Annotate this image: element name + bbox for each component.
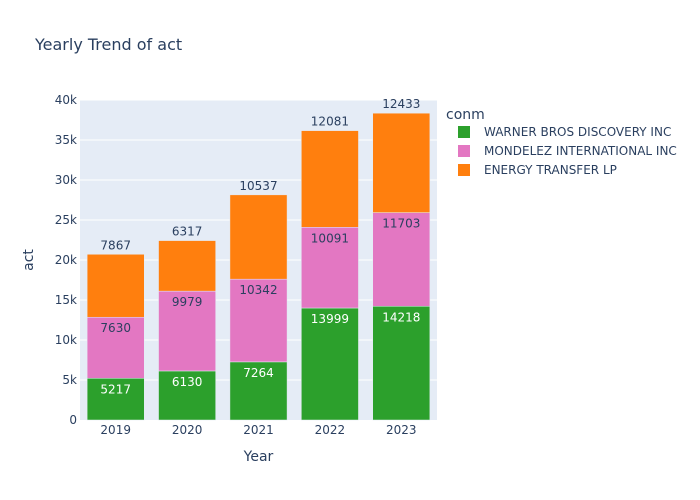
x-axis-title: Year bbox=[243, 449, 274, 465]
legend: conm WARNER BROS DISCOVERY INC MONDELEZ I… bbox=[446, 107, 677, 177]
chart-title: Yearly Trend of act bbox=[34, 35, 182, 54]
y-tick-label: 5k bbox=[62, 373, 77, 387]
y-tick-label: 25k bbox=[55, 213, 77, 227]
y-tick-label: 0 bbox=[69, 413, 77, 427]
data-label-2022-s0: 13999 bbox=[311, 312, 349, 326]
data-label-2021-s2: 10537 bbox=[239, 179, 277, 193]
bar-2019-s0 bbox=[86, 378, 145, 421]
y-tick-label: 20k bbox=[55, 253, 77, 267]
bar-2021-s1 bbox=[229, 278, 288, 363]
legend-swatch bbox=[458, 164, 470, 176]
data-label-2019-s0: 5217 bbox=[100, 382, 131, 396]
bar-2022-s1 bbox=[301, 227, 359, 309]
legend-entry: WARNER BROS DISCOVERY INC bbox=[484, 125, 671, 139]
data-label-2019-s2: 7867 bbox=[100, 238, 131, 252]
x-axis: 2019 2020 2021 2022 2023 bbox=[100, 423, 416, 437]
data-label-2019-s1: 7630 bbox=[100, 321, 131, 335]
y-tick-label: 10k bbox=[55, 333, 77, 347]
data-label-2022-s2: 12081 bbox=[311, 115, 349, 129]
bar-2020-s2 bbox=[158, 240, 216, 292]
x-tick-label: 2019 bbox=[100, 423, 131, 437]
bar-2019-s1 bbox=[86, 316, 145, 379]
bar-2019-s2 bbox=[86, 254, 145, 318]
x-tick-label: 2020 bbox=[172, 423, 203, 437]
legend-entry: MONDELEZ INTERNATIONAL INC bbox=[484, 144, 677, 158]
bar-2023-s1 bbox=[372, 212, 431, 307]
legend-swatch bbox=[458, 126, 470, 138]
data-label-2022-s1: 10091 bbox=[311, 231, 349, 245]
bar-2022-s0 bbox=[301, 307, 359, 421]
y-tick-label: 30k bbox=[55, 173, 77, 187]
data-label-2020-s1: 9979 bbox=[172, 295, 203, 309]
bar-2020-s0 bbox=[158, 370, 216, 421]
legend-title: conm bbox=[446, 107, 485, 123]
y-tick-label: 35k bbox=[55, 133, 77, 147]
y-tick-label: 40k bbox=[55, 93, 77, 107]
y-tick-label: 15k bbox=[55, 293, 77, 307]
data-label-2020-s0: 6130 bbox=[172, 375, 203, 389]
bar-2020-s1 bbox=[158, 290, 216, 372]
data-labels: 5217 7630 7867 6130 9979 6317 7264 10342 10537 13… bbox=[100, 97, 420, 396]
bar-2021-s2 bbox=[229, 194, 288, 280]
data-label-2023-s1: 11703 bbox=[382, 217, 420, 231]
x-tick-label: 2021 bbox=[243, 423, 274, 437]
data-label-2023-s0: 14218 bbox=[382, 310, 420, 324]
y-axis: 0 5k 10k 15k 20k 25k 30k 35k 40k bbox=[55, 93, 77, 427]
x-tick-label: 2023 bbox=[386, 423, 417, 437]
legend-swatch bbox=[458, 145, 470, 157]
bars bbox=[86, 112, 431, 421]
y-axis-title: act bbox=[21, 249, 37, 271]
data-label-2021-s0: 7264 bbox=[243, 366, 274, 380]
x-tick-label: 2022 bbox=[315, 423, 346, 437]
bar-2022-s2 bbox=[301, 130, 359, 228]
data-label-2021-s1: 10342 bbox=[239, 283, 277, 297]
bar-2021-s0 bbox=[229, 361, 288, 421]
bar-2023-s2 bbox=[372, 112, 431, 213]
bar-2023-s0 bbox=[372, 306, 431, 421]
legend-entry: ENERGY TRANSFER LP bbox=[484, 163, 617, 177]
data-label-2023-s2: 12433 bbox=[382, 97, 420, 111]
data-label-2020-s2: 6317 bbox=[172, 225, 203, 239]
